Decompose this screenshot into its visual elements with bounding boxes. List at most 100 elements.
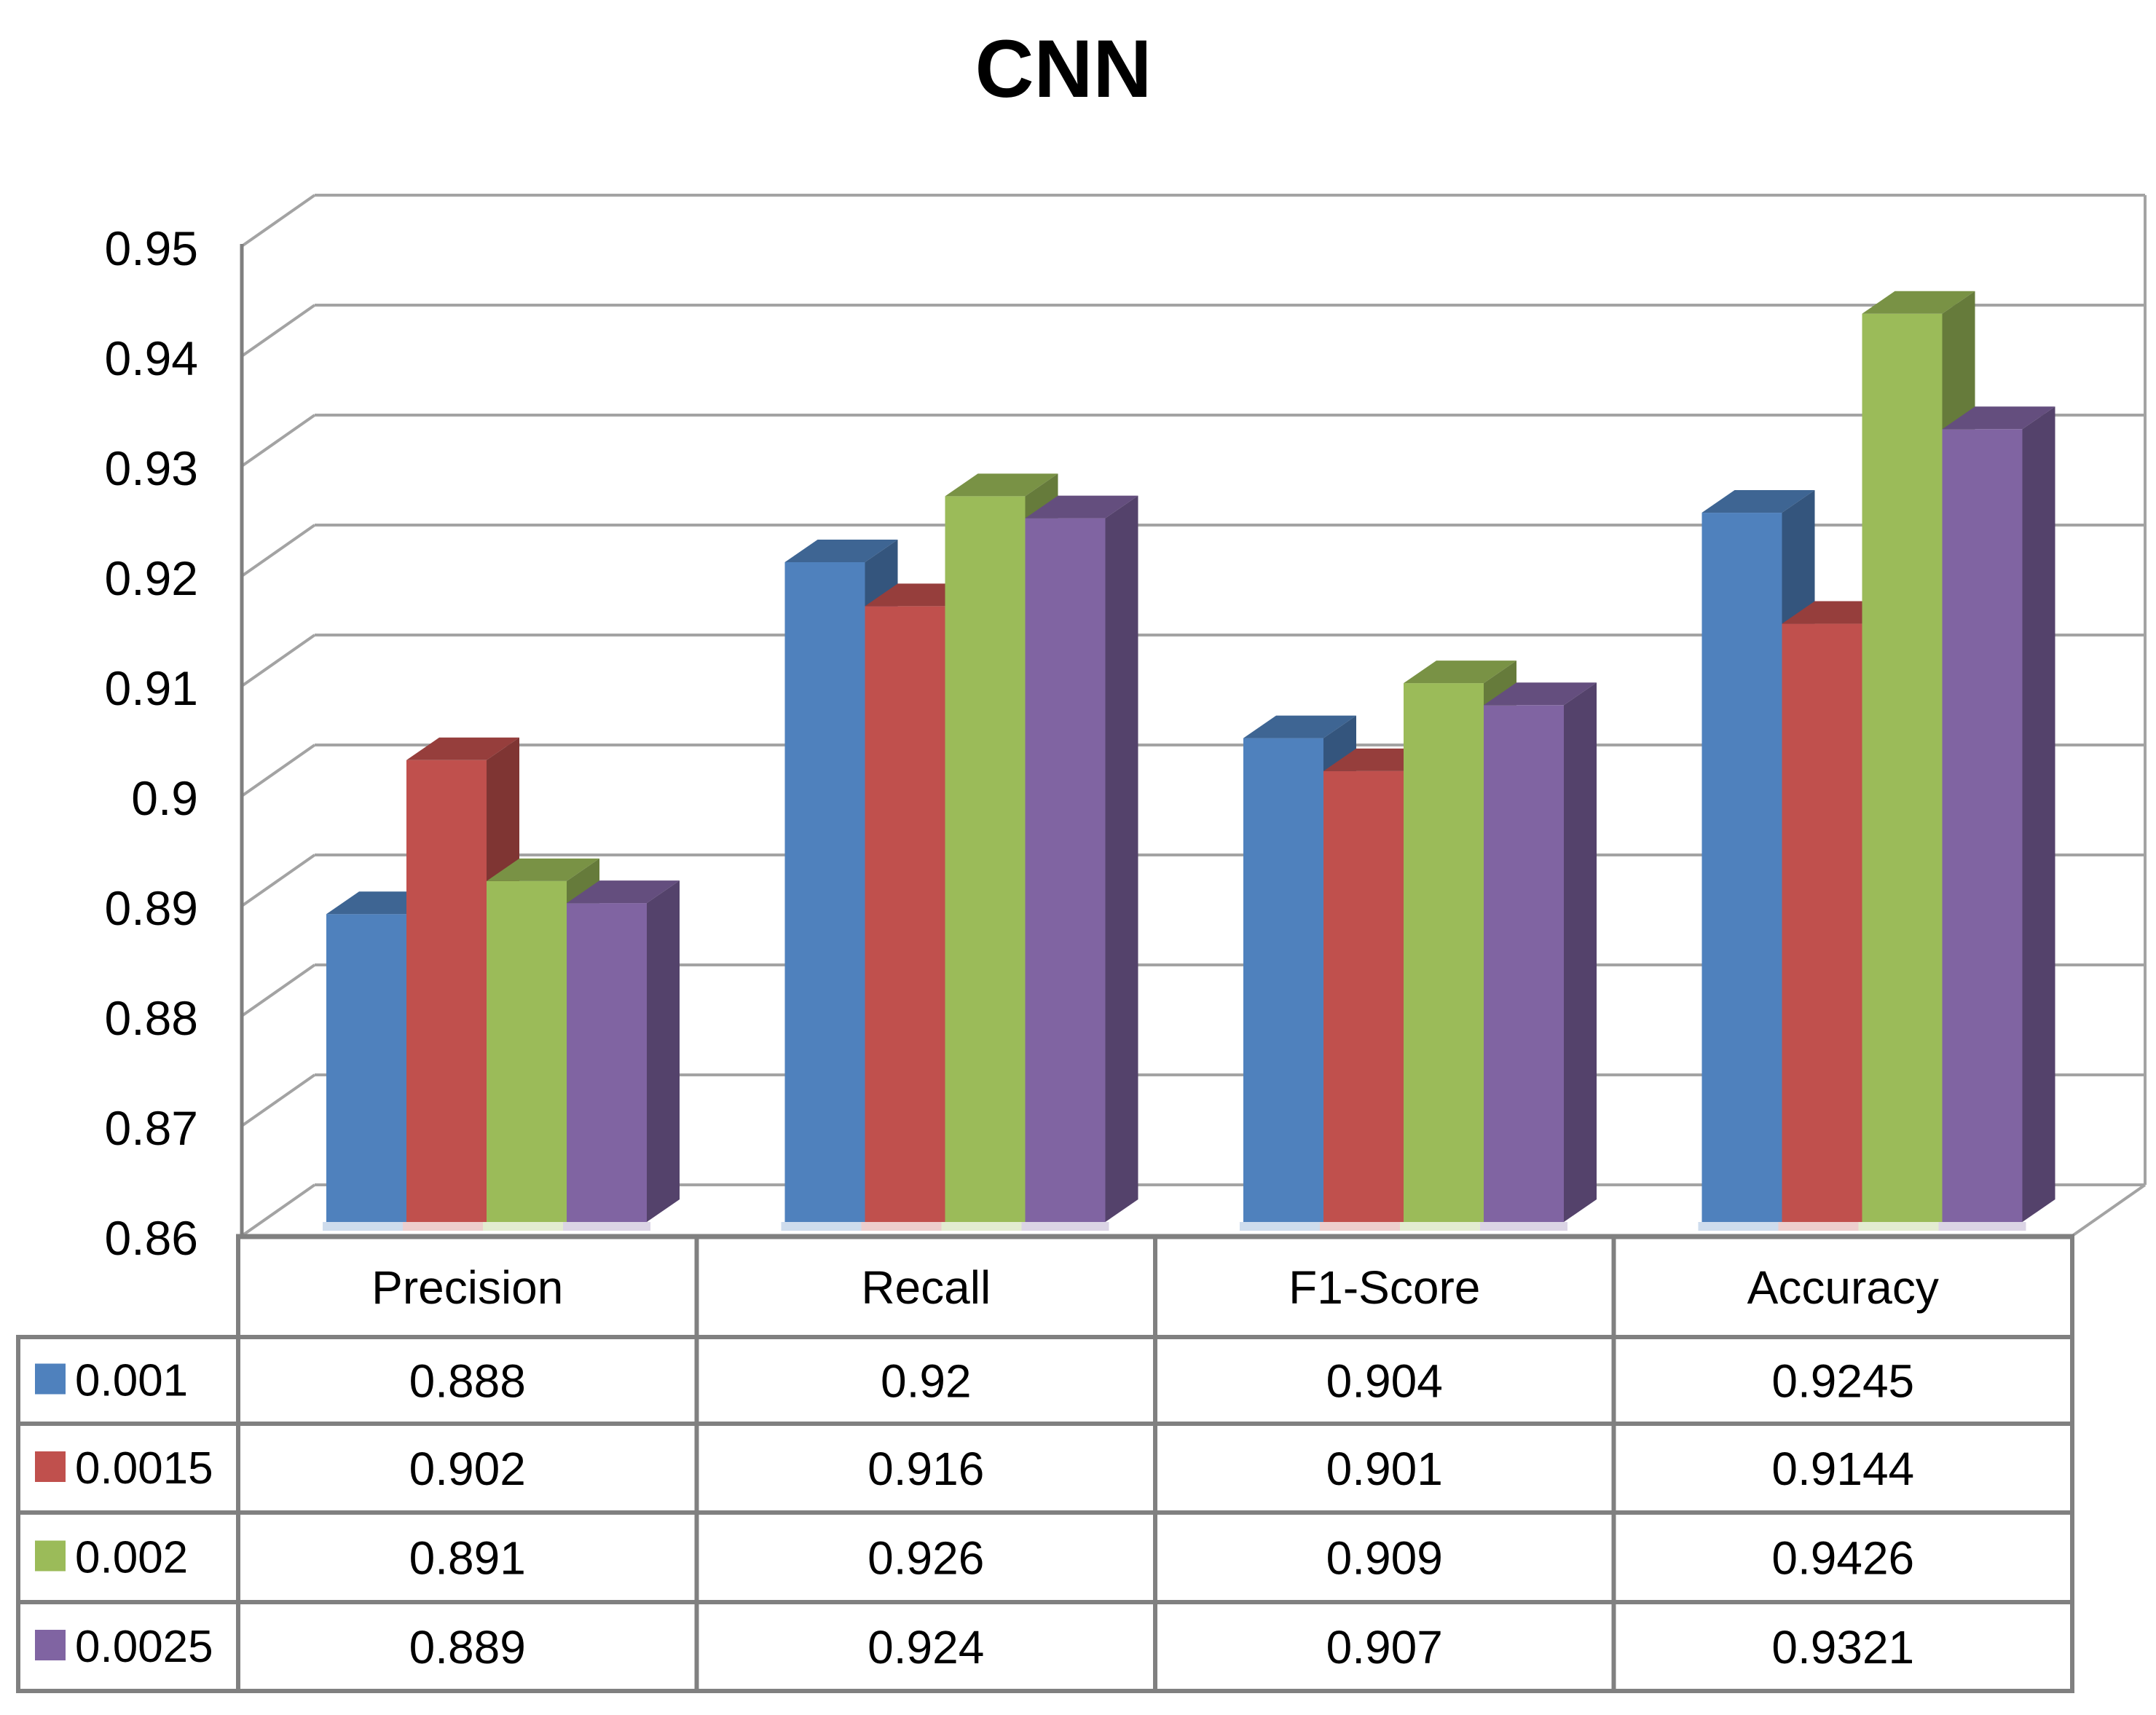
gridline-connector xyxy=(240,304,316,358)
bar-recall-0.001 xyxy=(784,562,865,1222)
bar-top-face xyxy=(567,880,680,904)
bar-floor-reflection xyxy=(1778,1222,1866,1231)
y-tick-label: 0.94 xyxy=(105,331,198,385)
bar-side-face xyxy=(1105,495,1138,1222)
bar-accuracy-0.002 xyxy=(1862,313,1943,1222)
bar-top-face xyxy=(1862,291,1975,314)
y-tick-label: 0.91 xyxy=(105,661,198,715)
y-tick-label: 0.88 xyxy=(105,991,198,1045)
plot-walls-group xyxy=(240,195,2147,1238)
bar-f1-score-0.0015 xyxy=(1323,770,1404,1222)
table-cell-value: 0.902 xyxy=(409,1443,526,1495)
table-cell-value: 0.926 xyxy=(867,1532,984,1585)
table-cell-value: 0.9245 xyxy=(1771,1355,1914,1408)
bar-top-face xyxy=(945,473,1058,497)
legend-key-swatch xyxy=(35,1630,66,1660)
legend-series-label: 0.001 xyxy=(75,1356,188,1406)
category-header-label: Accuracy xyxy=(1747,1261,1939,1314)
bar-precision-0.0015 xyxy=(406,760,487,1222)
bar-precision-0.002 xyxy=(487,880,567,1222)
bar-top-face xyxy=(1701,490,1815,513)
gridline-connector xyxy=(240,1183,316,1237)
bar-floor-reflection xyxy=(1320,1222,1407,1231)
table-cell-value: 0.909 xyxy=(1326,1532,1443,1585)
bar-floor-reflection xyxy=(861,1222,949,1231)
bar-top-face xyxy=(1243,715,1356,738)
bar-side-face xyxy=(1564,682,1597,1222)
bar-floor-reflection xyxy=(563,1222,650,1231)
floor-right-edge xyxy=(2071,1183,2147,1237)
gridline-connector xyxy=(240,414,316,468)
table-cell-value: 0.9144 xyxy=(1771,1443,1914,1495)
bar-floor-reflection xyxy=(403,1222,490,1231)
table-cell-value: 0.924 xyxy=(867,1621,984,1673)
bar-floor-reflection xyxy=(323,1222,410,1231)
bar-floor-reflection xyxy=(1938,1222,2026,1231)
bar-recall-0.0015 xyxy=(865,606,945,1222)
category-header-label: Precision xyxy=(371,1261,563,1314)
y-tick-label: 0.93 xyxy=(105,441,198,495)
y-tick-label: 0.95 xyxy=(105,221,198,275)
table-cell-value: 0.916 xyxy=(867,1443,984,1495)
table-cell-value: 0.904 xyxy=(1326,1355,1443,1408)
bar-f1-score-0.001 xyxy=(1243,738,1323,1222)
legend-series-label: 0.0025 xyxy=(75,1622,213,1672)
bar-floor-reflection xyxy=(1858,1222,1946,1231)
bar-floor-reflection xyxy=(1021,1222,1109,1231)
table-cell-value: 0.889 xyxy=(409,1621,526,1673)
bar-precision-0.0025 xyxy=(567,903,647,1222)
bar-recall-0.002 xyxy=(945,496,1026,1222)
y-tick-label: 0.86 xyxy=(105,1211,198,1265)
y-tick-label: 0.87 xyxy=(105,1101,198,1155)
bar-accuracy-0.0025 xyxy=(1942,429,2023,1222)
bar-floor-reflection xyxy=(1400,1222,1487,1231)
bar-floor-reflection xyxy=(781,1222,869,1231)
bar-top-face xyxy=(1025,495,1138,519)
gridline-connector xyxy=(240,194,316,248)
bar-floor-reflection xyxy=(1698,1222,1786,1231)
table-cell-value: 0.9321 xyxy=(1771,1621,1914,1673)
table-cell-value: 0.901 xyxy=(1326,1443,1443,1495)
bar-top-face xyxy=(406,737,519,760)
bars-group xyxy=(323,291,2055,1231)
y-tick-label: 0.92 xyxy=(105,551,198,605)
legend-series-label: 0.002 xyxy=(75,1533,188,1583)
bar-floor-reflection xyxy=(483,1222,570,1231)
legend-key-swatch xyxy=(35,1540,66,1572)
bar-f1-score-0.0025 xyxy=(1484,705,1564,1222)
bar-accuracy-0.001 xyxy=(1701,513,1782,1222)
data-table-group: Precision Recall F1-Score Accuracy 0.001 0.88… xyxy=(16,1234,2074,1693)
chart-title: CNN xyxy=(975,23,1152,114)
bar-floor-reflection xyxy=(941,1222,1029,1231)
gridline-connector xyxy=(240,634,316,687)
table-cell-value: 0.9426 xyxy=(1771,1532,1914,1585)
gridline-connector xyxy=(240,1073,316,1127)
bar-f1-score-0.002 xyxy=(1404,683,1484,1222)
gridline-connector xyxy=(240,524,316,577)
table-cell-value: 0.92 xyxy=(881,1355,972,1408)
bar-floor-reflection xyxy=(1480,1222,1567,1231)
y-axis-group: 0.95 0.94 0.93 0.92 0.91 0.9 0.89 0.88 0.87 0.86 xyxy=(105,221,198,1265)
bar-precision-0.001 xyxy=(326,914,406,1222)
y-tick-label: 0.9 xyxy=(131,771,198,825)
gridline-connector xyxy=(240,744,316,797)
bar-top-face xyxy=(1942,406,2055,430)
table-cell-value: 0.907 xyxy=(1326,1621,1443,1673)
legend-series-label: 0.0015 xyxy=(75,1443,213,1494)
gridline-connector xyxy=(240,963,316,1017)
bar-accuracy-0.0015 xyxy=(1782,623,1862,1222)
legend-key-swatch xyxy=(35,1451,66,1482)
bar-side-face xyxy=(647,880,680,1222)
bar-top-face xyxy=(784,540,898,562)
bar-top-face xyxy=(1404,661,1516,684)
gridline-connector xyxy=(240,853,316,907)
bar-recall-0.0025 xyxy=(1025,518,1106,1222)
bar-side-face xyxy=(2022,406,2055,1222)
legend-key-swatch xyxy=(35,1363,66,1395)
category-header-label: Recall xyxy=(861,1261,991,1314)
bar-top-face xyxy=(487,858,599,881)
category-header-label: F1-Score xyxy=(1289,1261,1480,1314)
y-tick-label: 0.89 xyxy=(105,881,198,935)
